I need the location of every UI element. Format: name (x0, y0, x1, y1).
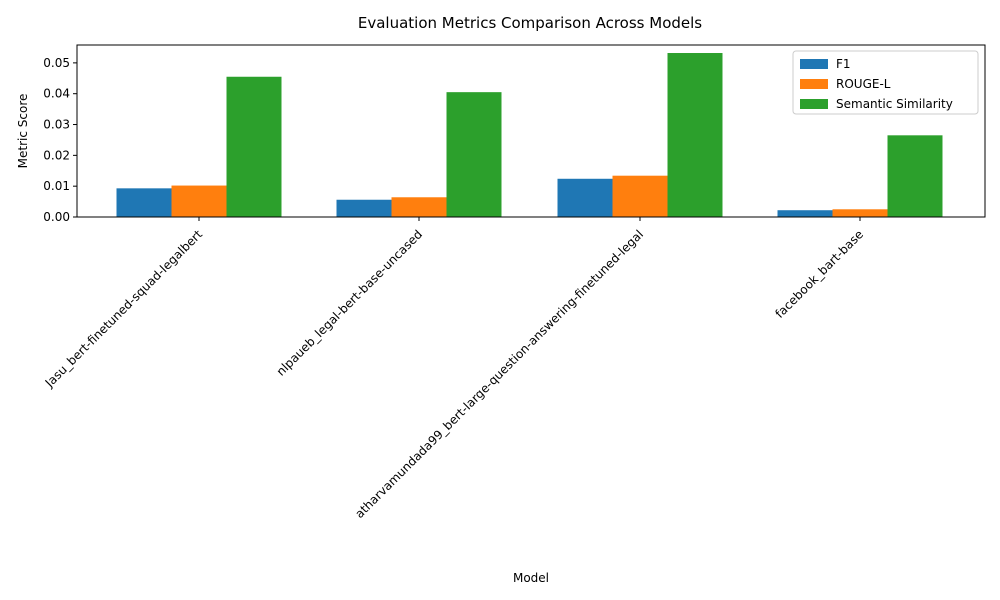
y-tick-label: 0.00 (43, 210, 70, 224)
y-axis: 0.00 0.01 0.02 0.03 0.04 0.05 (43, 56, 77, 224)
bar-f1-3 (777, 210, 833, 217)
y-tick-label: 0.04 (43, 87, 70, 101)
bar-f1-2 (557, 178, 613, 217)
legend-swatch (800, 99, 828, 109)
legend-swatch (800, 59, 828, 69)
bars-layer (116, 53, 943, 217)
bar-semantic-similarity-2 (667, 53, 723, 217)
y-axis-label: Metric Score (16, 94, 30, 169)
bar-semantic-similarity-0 (226, 76, 282, 217)
y-tick-label: 0.01 (43, 179, 70, 193)
bar-rouge-l-2 (612, 175, 668, 217)
bar-rouge-l-0 (171, 185, 227, 217)
y-tick-label: 0.02 (43, 148, 70, 162)
y-tick-label: 0.03 (43, 118, 70, 132)
x-axis-label: Model (513, 571, 549, 585)
legend-label: ROUGE-L (836, 77, 891, 91)
legend-label: F1 (836, 57, 851, 71)
legend-swatch (800, 79, 828, 89)
chart-title: Evaluation Metrics Comparison Across Mod… (358, 14, 702, 32)
bar-semantic-similarity-3 (887, 135, 943, 217)
bar-f1-0 (116, 188, 172, 217)
bar-semantic-similarity-1 (446, 92, 502, 217)
y-tick-label: 0.05 (43, 56, 70, 70)
legend-label: Semantic Similarity (836, 97, 953, 111)
legend-box (792, 50, 979, 115)
bar-f1-1 (336, 199, 392, 217)
bar-rouge-l-1 (391, 197, 447, 217)
plot-frame (76, 44, 986, 218)
legend: F1 ROUGE-L Semantic Similarity (792, 50, 979, 115)
bar-rouge-l-3 (832, 209, 888, 217)
